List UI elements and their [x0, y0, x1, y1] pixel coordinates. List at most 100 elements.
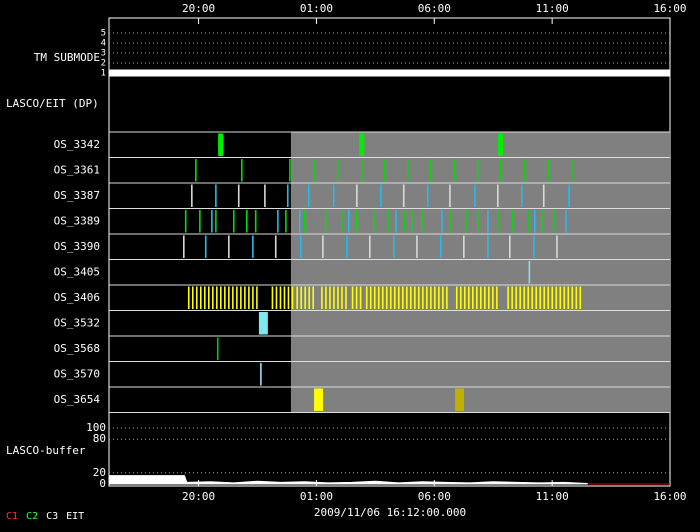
event — [455, 388, 464, 411]
event — [289, 159, 291, 182]
event — [511, 286, 513, 309]
event — [236, 286, 238, 309]
event — [402, 184, 405, 207]
event — [274, 235, 277, 258]
x-tick-label-bottom: 01:00 — [300, 490, 333, 503]
event — [555, 286, 558, 309]
event — [472, 286, 474, 309]
event — [395, 210, 397, 233]
x-tick-label-top: 06:00 — [418, 2, 451, 15]
event — [348, 210, 350, 233]
event — [476, 159, 479, 182]
event — [449, 184, 451, 207]
event — [519, 286, 521, 309]
x-tick-label-bottom: 11:00 — [536, 490, 569, 503]
event — [548, 159, 550, 182]
tm-tick-label: 1 — [101, 69, 106, 79]
tm-tick-label: 4 — [101, 39, 106, 49]
event — [541, 210, 543, 233]
row-label: OS_3532 — [54, 316, 100, 329]
event — [568, 184, 570, 207]
event — [240, 286, 242, 309]
event — [329, 286, 331, 309]
event — [260, 363, 262, 386]
event — [474, 184, 476, 207]
row-label: OS_3390 — [54, 240, 100, 253]
event — [500, 159, 502, 182]
pending-region — [290, 132, 670, 413]
event — [418, 286, 420, 309]
event — [454, 159, 456, 182]
event — [291, 286, 294, 309]
event — [333, 286, 335, 309]
event — [279, 286, 282, 309]
buffer-label: LASCO-buffer — [6, 444, 86, 457]
event — [533, 210, 536, 233]
event — [442, 286, 444, 309]
tm-tick-label: 2 — [101, 59, 106, 69]
row-label: OS_3387 — [54, 189, 100, 202]
event — [380, 184, 382, 207]
event — [298, 210, 301, 233]
event — [484, 286, 486, 309]
date-label: 2009/11/06 16:12:00.000 — [314, 506, 466, 519]
buffer-tick-label: 0 — [99, 477, 106, 490]
buffer-area — [108, 475, 588, 485]
event — [389, 286, 392, 309]
event — [488, 286, 490, 309]
row-label: OS_3568 — [54, 342, 100, 355]
event — [252, 286, 254, 309]
event — [232, 210, 235, 233]
event — [341, 286, 343, 309]
row-label: OS_3570 — [54, 367, 100, 380]
event — [414, 286, 416, 309]
event — [579, 286, 582, 309]
event — [369, 286, 372, 309]
event — [421, 210, 423, 233]
event — [360, 159, 363, 182]
event — [285, 210, 287, 233]
tm-tick-label: 3 — [101, 49, 106, 59]
event — [434, 286, 436, 309]
event — [535, 286, 538, 309]
event — [216, 286, 218, 309]
event — [321, 286, 323, 309]
event — [543, 286, 546, 309]
event — [324, 210, 327, 233]
event — [563, 286, 566, 309]
event — [244, 286, 246, 309]
event — [313, 159, 315, 182]
event — [381, 286, 384, 309]
event — [496, 184, 499, 207]
event — [393, 286, 396, 309]
event — [228, 286, 230, 309]
event — [385, 286, 388, 309]
event — [487, 235, 489, 258]
event — [527, 286, 529, 309]
event — [575, 286, 578, 309]
x-tick-label-bottom: 20:00 — [182, 490, 215, 503]
event — [355, 286, 358, 309]
row-label: OS_3361 — [54, 163, 100, 176]
event — [373, 286, 376, 309]
event — [359, 133, 365, 156]
event — [307, 184, 310, 207]
event — [228, 235, 230, 258]
event — [308, 286, 311, 309]
event — [277, 210, 279, 233]
event — [314, 388, 324, 411]
event — [203, 286, 206, 309]
event — [480, 286, 482, 309]
event — [410, 210, 413, 233]
event — [325, 286, 327, 309]
event — [204, 235, 207, 258]
event — [430, 159, 432, 182]
event — [571, 159, 573, 182]
event — [393, 235, 395, 258]
event — [215, 210, 217, 233]
event — [332, 184, 335, 207]
x-tick-label-bottom: 06:00 — [418, 490, 451, 503]
tm-submode-label: TM SUBMODE — [34, 51, 100, 64]
event — [191, 286, 194, 309]
